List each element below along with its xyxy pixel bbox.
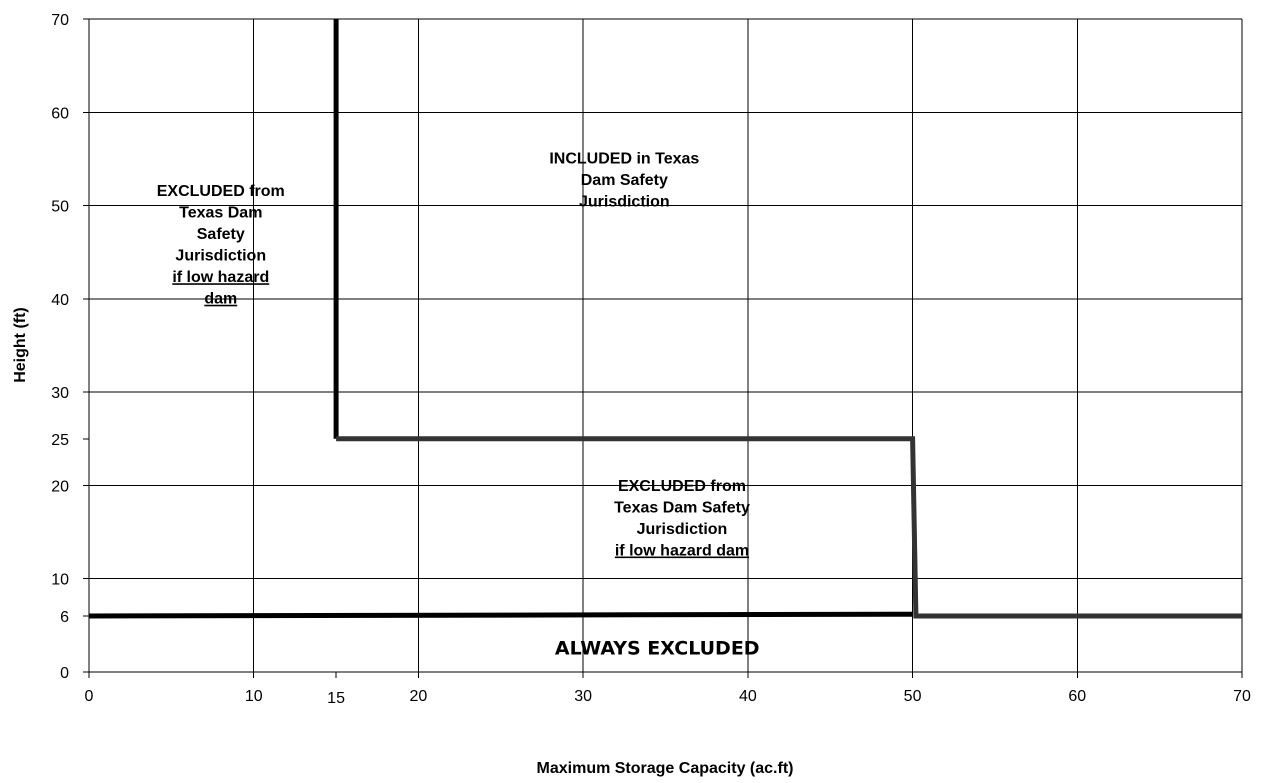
region-label-excluded-left: EXCLUDED from Texas Dam Safety Jurisdiction… [157,183,285,308]
region-label-line: Dam Safety [581,172,668,189]
region-label-line: Jurisdiction [175,248,266,265]
x-tick-label: 70 [1233,688,1251,705]
x-tick-label: 50 [904,688,922,705]
series [88,19,1242,619]
region-label-line: dam [204,291,237,308]
y-tick-label: 40 [51,292,69,309]
y-tick-label: 20 [51,478,69,495]
region-label-line: Safety [197,226,245,243]
y-tick-label: 6 [60,609,69,626]
region-label-line: if low hazard dam [615,543,749,560]
y-tick-label: 70 [51,12,69,29]
y-tick-label: 30 [51,385,69,402]
region-label-line: EXCLUDED from [157,183,285,200]
region-label-line: EXCLUDED from [618,478,746,495]
region-label-included: INCLUDED in Texas Dam Safety Jurisdiction [549,151,699,211]
region-label-excluded-middle: EXCLUDED from Texas Dam Safety Jurisdictio… [614,478,750,559]
region-label-line: ALWAYS EXCLUDED [555,637,760,659]
plot-area [89,19,1242,672]
x-tick-label: 60 [1068,688,1086,705]
x-tick-label: 10 [245,688,263,705]
boundary-line-boundary-low-height [88,611,913,619]
y-tick-label: 25 [51,432,69,449]
annotations: EXCLUDED from Texas Dam Safety Jurisdiction… [157,151,760,660]
x-tick-label: 15 [327,690,345,707]
region-label-line: Texas Dam [179,205,262,222]
grid [88,18,1243,672]
region-label-line: Jurisdiction [579,194,670,211]
x-tick-label: 40 [739,688,757,705]
x-tick-label: 0 [85,688,94,705]
y-tick-label: 10 [51,572,69,589]
region-label-line: Jurisdiction [637,521,728,538]
region-label-line: INCLUDED in Texas [549,151,699,168]
boundary-line-boundary-step [336,436,1242,619]
x-axis-title: Maximum Storage Capacity (ac.ft) [537,760,794,777]
y-tick-label: 60 [51,105,69,122]
region-label-line: Texas Dam Safety [614,500,750,517]
region-label-always-excluded: ALWAYS EXCLUDED [555,637,760,659]
y-tick-label: 0 [60,665,69,682]
x-tick-label: 20 [410,688,428,705]
axes: 0 6 10 20 25 30 40 50 60 70 0 10 15 20 30 40 50 60 70 [51,12,1251,707]
y-axis-title: Height (ft) [12,307,29,383]
region-label-line: if low hazard [172,269,269,286]
y-tick-label: 50 [51,199,69,216]
x-tick-label: 30 [574,688,592,705]
